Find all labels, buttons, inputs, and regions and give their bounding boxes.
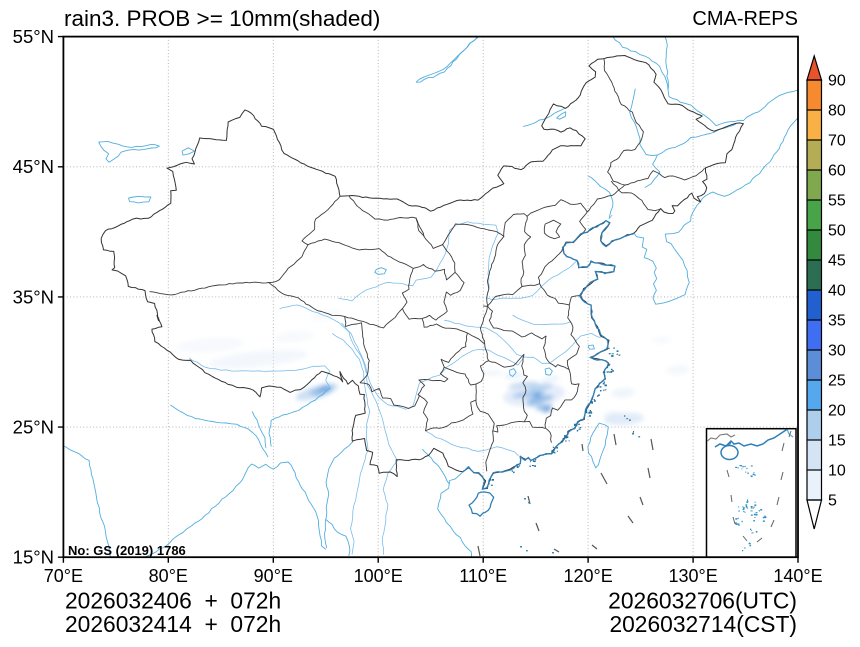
svg-text:20: 20 <box>828 403 846 420</box>
svg-text:110°E: 110°E <box>459 566 507 586</box>
svg-text:120°E: 120°E <box>563 566 612 586</box>
svg-text:30: 30 <box>828 343 846 360</box>
svg-text:No: GS (2019) 1786: No: GS (2019) 1786 <box>68 543 186 558</box>
svg-text:130°E: 130°E <box>668 566 717 586</box>
svg-text:50: 50 <box>828 223 846 240</box>
svg-text:45: 45 <box>828 253 846 270</box>
svg-text:2026032714(CST): 2026032714(CST) <box>609 611 797 637</box>
svg-text:CMA-REPS: CMA-REPS <box>692 8 798 30</box>
svg-text:35: 35 <box>828 313 846 330</box>
svg-text:55°N: 55°N <box>13 26 54 47</box>
svg-text:55: 55 <box>828 193 846 210</box>
svg-text:2026032414 + 072h: 2026032414 + 072h <box>65 611 281 637</box>
svg-text:15: 15 <box>828 433 846 450</box>
svg-text:140°E: 140°E <box>773 566 822 586</box>
svg-text:2026032706(UTC): 2026032706(UTC) <box>608 588 797 614</box>
svg-text:25°N: 25°N <box>13 417 54 438</box>
svg-text:2026032406 + 072h: 2026032406 + 072h <box>65 588 281 614</box>
svg-text:45°N: 45°N <box>13 156 54 177</box>
svg-text:70: 70 <box>828 133 846 150</box>
svg-text:80°E: 80°E <box>149 566 188 586</box>
svg-text:40: 40 <box>828 283 846 300</box>
svg-text:100°E: 100°E <box>354 566 403 586</box>
svg-text:70°E: 70°E <box>44 566 83 586</box>
svg-text:rain3. PROB >= 10mm(shaded): rain3. PROB >= 10mm(shaded) <box>64 6 380 31</box>
svg-text:80: 80 <box>828 103 846 120</box>
svg-text:10: 10 <box>828 463 846 480</box>
svg-text:90°E: 90°E <box>254 566 293 586</box>
svg-text:15°N: 15°N <box>13 547 54 568</box>
svg-text:5: 5 <box>828 493 837 510</box>
svg-text:60: 60 <box>828 163 846 180</box>
svg-text:35°N: 35°N <box>13 286 54 307</box>
svg-text:90: 90 <box>828 73 846 90</box>
svg-text:25: 25 <box>828 373 846 390</box>
